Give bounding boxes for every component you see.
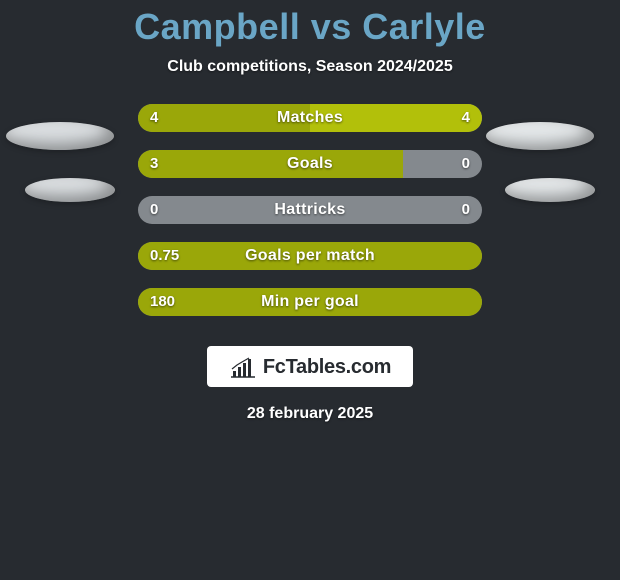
comparison-chart: 44Matches 30Goals 00Hattricks 0.75Goals per… — [0, 104, 620, 334]
page-title: Campbell vs Carlyle — [134, 6, 486, 48]
stat-row: 0.75Goals per match — [0, 242, 620, 270]
subtitle: Club competitions, Season 2024/2025 — [167, 58, 452, 76]
logo-text: FcTables.com — [263, 356, 391, 379]
stat-row: 44Matches — [0, 104, 620, 132]
content: Campbell vs Carlyle Club competitions, S… — [0, 0, 620, 423]
stat-label: Matches — [0, 104, 620, 132]
date: 28 february 2025 — [247, 405, 373, 423]
logo[interactable]: FcTables.com — [207, 346, 413, 387]
stat-label: Goals per match — [0, 242, 620, 270]
bar-chart-icon — [229, 357, 257, 379]
stat-label: Hattricks — [0, 196, 620, 224]
stat-row: 00Hattricks — [0, 196, 620, 224]
stat-row: 180Min per goal — [0, 288, 620, 316]
stat-row: 30Goals — [0, 150, 620, 178]
stat-label: Goals — [0, 150, 620, 178]
stat-label: Min per goal — [0, 288, 620, 316]
